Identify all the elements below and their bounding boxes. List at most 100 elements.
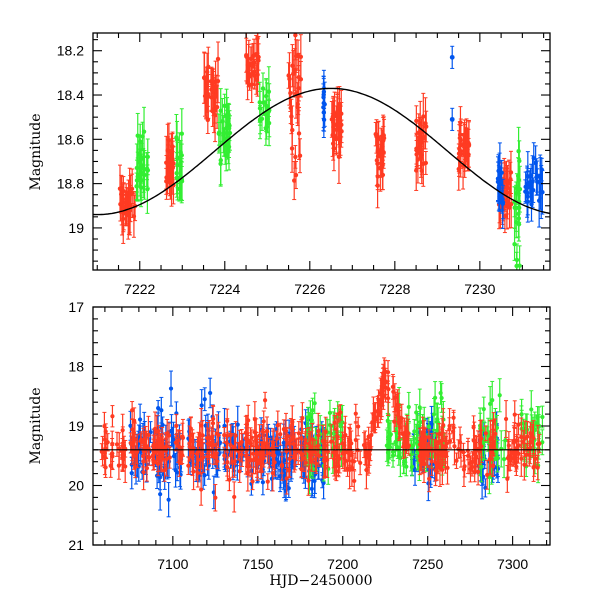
data-point	[465, 437, 471, 475]
data-point	[441, 408, 446, 443]
data-point	[110, 405, 115, 428]
y-tick-label: 18.2	[57, 43, 84, 59]
data-point	[228, 432, 233, 457]
data-point	[275, 410, 280, 441]
data-point	[205, 105, 211, 135]
data-point	[130, 401, 135, 420]
data-point	[133, 456, 138, 479]
data-point	[462, 119, 467, 172]
data-point	[444, 430, 449, 457]
data-point	[108, 453, 113, 478]
data-point	[331, 95, 336, 149]
data-point	[336, 405, 341, 423]
data-point	[449, 45, 455, 69]
data-point	[321, 107, 327, 132]
data-point	[195, 458, 200, 488]
data-point	[396, 446, 401, 466]
data-point	[383, 367, 388, 396]
y-tick-label: 18.8	[57, 176, 84, 192]
data-point	[386, 421, 391, 453]
data-point	[538, 157, 543, 210]
data-point	[461, 442, 466, 462]
data-point	[131, 194, 137, 238]
x-tick-label: 7226	[294, 281, 325, 297]
data-point	[411, 435, 416, 456]
data-point	[378, 143, 383, 192]
data-point	[502, 199, 508, 234]
data-point	[418, 132, 423, 169]
data-point	[255, 33, 260, 84]
x-tick-label: 7224	[209, 281, 240, 297]
data-point	[514, 422, 519, 459]
data-point	[151, 438, 156, 463]
y-tick-label: 19	[68, 220, 84, 236]
data-point	[272, 441, 277, 470]
data-point	[335, 86, 340, 138]
data-point	[140, 148, 146, 199]
data-point	[312, 392, 317, 414]
data-point	[505, 167, 510, 209]
data-point	[173, 433, 178, 452]
data-point	[485, 460, 490, 490]
data-point	[376, 402, 381, 428]
y-tick-label: 18.6	[57, 131, 84, 147]
data-point	[225, 408, 230, 434]
data-point	[406, 435, 411, 456]
data-point	[306, 465, 311, 496]
data-point	[279, 451, 285, 481]
data-point	[154, 414, 159, 449]
data-point	[433, 454, 438, 487]
data-point	[488, 441, 493, 476]
data-point	[483, 425, 488, 442]
data-point	[503, 400, 509, 438]
data-point	[175, 155, 180, 201]
top-y-axis-label: Magnitude	[28, 113, 44, 190]
data-point	[457, 426, 463, 458]
x-tick-label: 7250	[412, 556, 443, 572]
data-point	[286, 478, 291, 498]
data-point	[356, 416, 361, 437]
data-point	[466, 119, 472, 172]
data-point	[449, 107, 455, 131]
data-point	[385, 380, 391, 416]
y-tick-label: 18	[68, 359, 84, 375]
data-point	[528, 422, 533, 445]
data-point	[202, 75, 208, 117]
data-point	[224, 97, 230, 134]
data-point	[421, 125, 427, 150]
data-point	[454, 452, 459, 469]
data-point	[287, 434, 292, 452]
y-tick-label: 21	[68, 537, 84, 553]
data-point	[199, 473, 204, 506]
data-point	[431, 397, 437, 431]
data-point	[235, 405, 240, 444]
data-point	[316, 424, 321, 447]
data-point	[293, 39, 299, 73]
data-point	[206, 46, 211, 87]
bottom-panel: 7100 7150 7200 7250 7300 17 18 19 20 21 Magnitude…	[28, 299, 551, 589]
data-point	[525, 174, 530, 201]
x-tick-label: 7150	[242, 556, 273, 572]
data-point	[237, 429, 242, 459]
data-point	[519, 440, 524, 477]
data-point	[260, 72, 266, 105]
data-point	[169, 154, 174, 207]
data-point	[143, 425, 148, 453]
data-point	[298, 444, 304, 462]
top-plot-frame	[92, 32, 551, 271]
data-point	[501, 440, 507, 479]
data-point	[188, 417, 193, 440]
data-point	[216, 113, 222, 152]
data-point	[214, 414, 220, 453]
data-point	[531, 142, 536, 175]
data-point	[438, 381, 443, 405]
data-point	[421, 140, 426, 187]
data-point	[512, 400, 517, 429]
data-point	[158, 433, 163, 459]
y-tick-label: 17	[68, 299, 84, 315]
data-point	[488, 386, 493, 422]
data-point	[423, 427, 428, 452]
data-point	[300, 402, 305, 434]
data-point	[221, 115, 226, 154]
data-point	[462, 454, 467, 478]
